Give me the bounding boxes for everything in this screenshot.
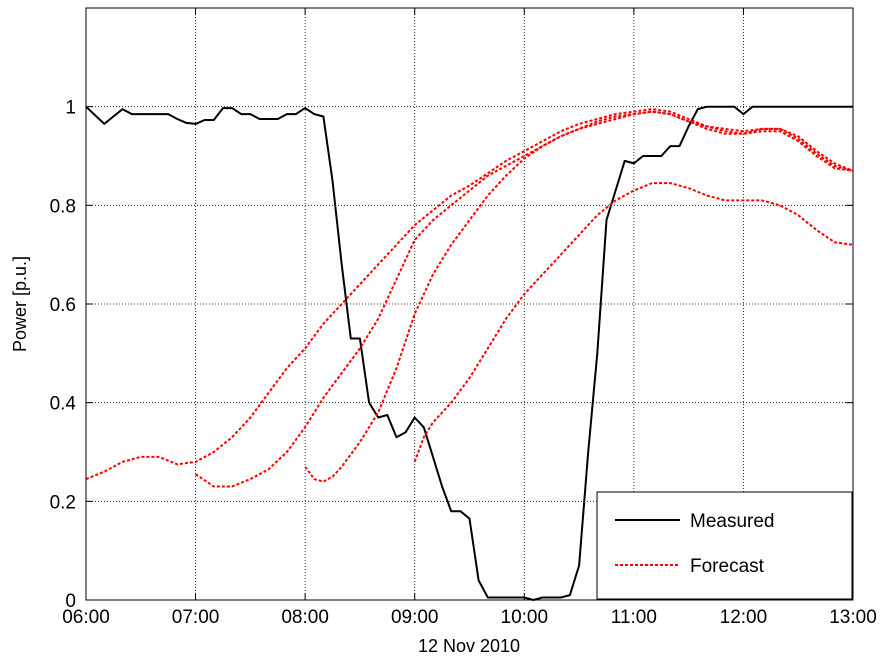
y-tick-label: 0.2: [50, 492, 76, 513]
legend-box: [596, 491, 853, 600]
x-tick-label: 11:00: [611, 607, 657, 628]
y-tick-label: 0.4: [50, 394, 77, 415]
series-line-measured: [85, 105, 853, 601]
series-line-forecast: [195, 110, 854, 488]
ticks: 06:00 07:00 08:00 09:00 10:00 11:00 12:00 13:00…: [50, 7, 877, 628]
legend-label-measured: Measured: [690, 511, 775, 532]
y-tick-label: 0.6: [50, 295, 76, 316]
x-tick-label: 06:00: [62, 607, 110, 628]
legend-label-forecast: Forecast: [690, 556, 765, 577]
series-line-forecast: [304, 110, 854, 483]
x-tick-label: 12:00: [720, 607, 768, 628]
series-line-forecast: [85, 108, 854, 481]
y-axis-label: Power [p.u.]: [10, 256, 30, 352]
series-layer: [85, 105, 854, 601]
legend: Measured Forecast: [596, 491, 853, 600]
x-tick-label: 08:00: [281, 607, 329, 628]
x-tick-label: 13:00: [829, 607, 877, 628]
y-tick-label: 0: [65, 591, 76, 612]
y-tick-label: 0.8: [50, 196, 76, 217]
series-line-forecast: [413, 182, 854, 463]
x-tick-label: 10:00: [501, 607, 549, 628]
y-tick-label: 1: [65, 98, 76, 119]
x-axis-label: 12 Nov 2010: [418, 636, 520, 656]
x-tick-label: 09:00: [391, 607, 439, 628]
x-tick-label: 07:00: [172, 607, 220, 628]
